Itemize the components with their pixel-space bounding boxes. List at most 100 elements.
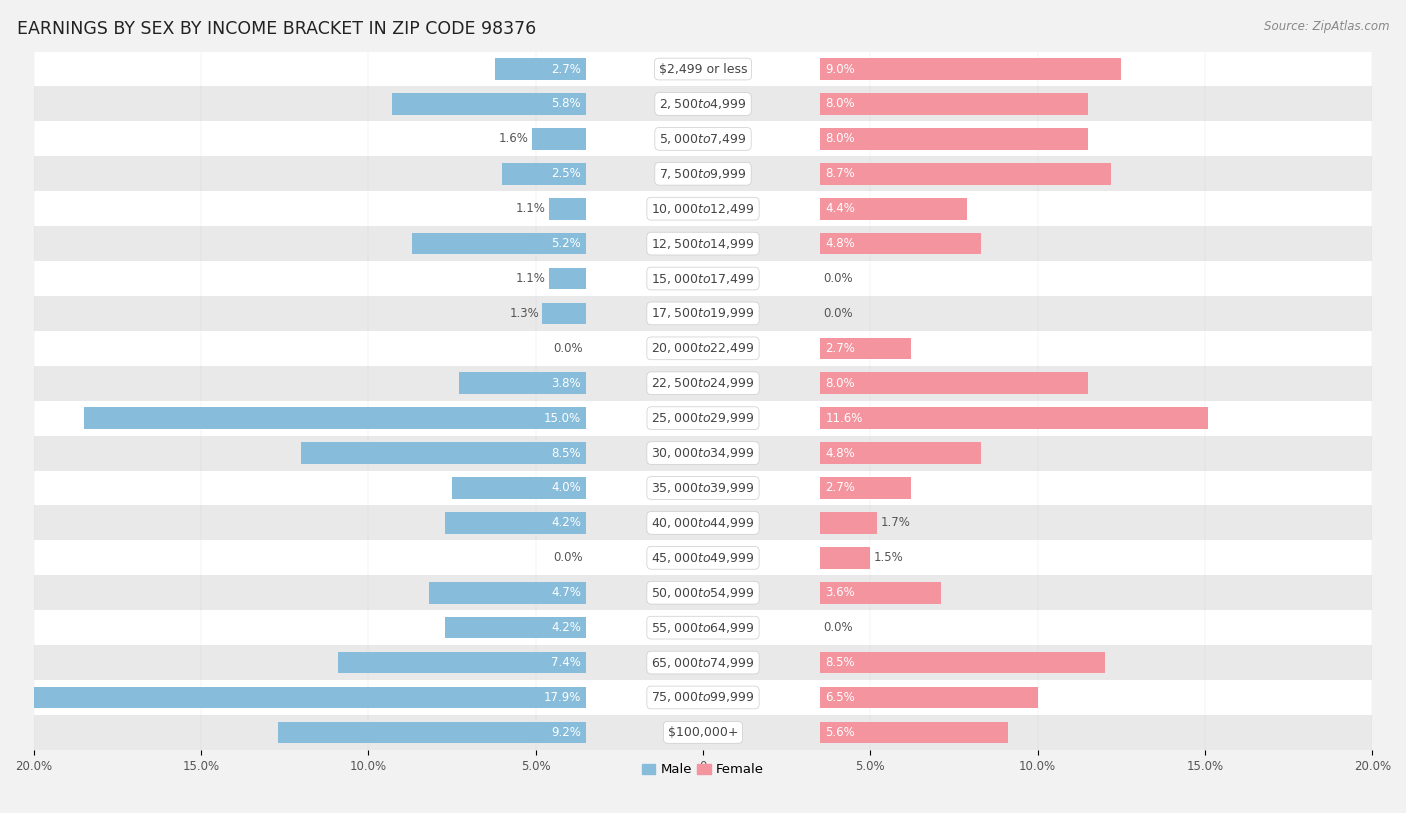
Bar xyxy=(820,372,1088,394)
Text: 4.4%: 4.4% xyxy=(825,202,855,215)
Bar xyxy=(446,617,586,638)
Text: $5,000 to $7,499: $5,000 to $7,499 xyxy=(659,132,747,146)
Bar xyxy=(34,296,1372,331)
Bar xyxy=(820,687,1038,708)
Bar xyxy=(458,372,586,394)
Text: 0.0%: 0.0% xyxy=(553,341,582,354)
Text: $65,000 to $74,999: $65,000 to $74,999 xyxy=(651,655,755,670)
Bar xyxy=(34,51,1372,86)
Text: 3.6%: 3.6% xyxy=(825,586,855,599)
Bar xyxy=(820,407,1208,429)
Bar xyxy=(820,163,1111,185)
Text: 4.0%: 4.0% xyxy=(551,481,581,494)
Bar xyxy=(548,198,586,220)
Legend: Male, Female: Male, Female xyxy=(637,758,769,781)
Bar xyxy=(429,582,586,603)
Text: 1.7%: 1.7% xyxy=(880,516,910,529)
Text: $2,499 or less: $2,499 or less xyxy=(659,63,747,76)
Text: 8.5%: 8.5% xyxy=(825,656,855,669)
Bar xyxy=(34,680,1372,715)
Bar xyxy=(820,198,967,220)
Bar xyxy=(34,86,1372,121)
Text: 4.2%: 4.2% xyxy=(551,621,581,634)
Bar xyxy=(34,541,1372,576)
Bar xyxy=(495,59,586,80)
Bar xyxy=(34,191,1372,226)
Bar xyxy=(820,59,1122,80)
Text: Source: ZipAtlas.com: Source: ZipAtlas.com xyxy=(1264,20,1389,33)
Text: $20,000 to $22,499: $20,000 to $22,499 xyxy=(651,341,755,355)
Text: 1.1%: 1.1% xyxy=(516,272,546,285)
Bar xyxy=(533,128,586,150)
Text: 3.8%: 3.8% xyxy=(551,376,581,389)
Bar xyxy=(820,722,1008,743)
Text: 6.5%: 6.5% xyxy=(825,691,855,704)
Bar xyxy=(339,652,586,673)
Text: 15.0%: 15.0% xyxy=(544,411,581,424)
Text: 7.4%: 7.4% xyxy=(551,656,581,669)
Bar xyxy=(34,156,1372,191)
Text: $45,000 to $49,999: $45,000 to $49,999 xyxy=(651,551,755,565)
Bar xyxy=(84,407,586,429)
Text: $25,000 to $29,999: $25,000 to $29,999 xyxy=(651,411,755,425)
Text: 1.1%: 1.1% xyxy=(516,202,546,215)
Text: 5.6%: 5.6% xyxy=(825,726,855,739)
Bar xyxy=(34,331,1372,366)
Bar xyxy=(820,442,981,464)
Bar xyxy=(278,722,586,743)
Text: $100,000+: $100,000+ xyxy=(668,726,738,739)
Text: $40,000 to $44,999: $40,000 to $44,999 xyxy=(651,516,755,530)
Text: 9.2%: 9.2% xyxy=(551,726,581,739)
Bar xyxy=(820,233,981,254)
Text: 2.7%: 2.7% xyxy=(825,341,855,354)
Text: $7,500 to $9,999: $7,500 to $9,999 xyxy=(659,167,747,180)
Text: $2,500 to $4,999: $2,500 to $4,999 xyxy=(659,97,747,111)
Bar xyxy=(34,645,1372,680)
Text: 8.0%: 8.0% xyxy=(825,133,855,146)
Text: 1.6%: 1.6% xyxy=(499,133,529,146)
Text: 11.6%: 11.6% xyxy=(825,411,862,424)
Text: 8.5%: 8.5% xyxy=(551,446,581,459)
Bar xyxy=(412,233,586,254)
Bar xyxy=(34,436,1372,471)
Bar xyxy=(820,93,1088,115)
Bar xyxy=(820,512,877,533)
Text: $55,000 to $64,999: $55,000 to $64,999 xyxy=(651,620,755,635)
Text: 2.7%: 2.7% xyxy=(551,63,581,76)
Text: 0.0%: 0.0% xyxy=(824,621,853,634)
Text: 5.8%: 5.8% xyxy=(551,98,581,111)
Bar xyxy=(34,471,1372,506)
Bar xyxy=(34,506,1372,541)
Text: $10,000 to $12,499: $10,000 to $12,499 xyxy=(651,202,755,215)
Bar xyxy=(34,611,1372,645)
Bar xyxy=(0,687,586,708)
Bar xyxy=(34,261,1372,296)
Text: $35,000 to $39,999: $35,000 to $39,999 xyxy=(651,481,755,495)
Text: 8.0%: 8.0% xyxy=(825,98,855,111)
Text: 8.7%: 8.7% xyxy=(825,167,855,180)
Bar xyxy=(34,226,1372,261)
Text: 4.7%: 4.7% xyxy=(551,586,581,599)
Text: 0.0%: 0.0% xyxy=(824,272,853,285)
Text: 8.0%: 8.0% xyxy=(825,376,855,389)
Text: 2.5%: 2.5% xyxy=(551,167,581,180)
Text: 17.9%: 17.9% xyxy=(544,691,581,704)
Bar xyxy=(34,121,1372,156)
Text: 1.5%: 1.5% xyxy=(873,551,904,564)
Text: $15,000 to $17,499: $15,000 to $17,499 xyxy=(651,272,755,285)
Text: $75,000 to $99,999: $75,000 to $99,999 xyxy=(651,690,755,705)
Bar xyxy=(451,477,586,499)
Bar xyxy=(820,337,911,359)
Bar xyxy=(820,477,911,499)
Bar xyxy=(34,366,1372,401)
Bar xyxy=(301,442,586,464)
Bar xyxy=(34,715,1372,750)
Text: EARNINGS BY SEX BY INCOME BRACKET IN ZIP CODE 98376: EARNINGS BY SEX BY INCOME BRACKET IN ZIP… xyxy=(17,20,536,38)
Bar xyxy=(820,582,941,603)
Text: 4.8%: 4.8% xyxy=(825,446,855,459)
Bar xyxy=(820,547,870,568)
Text: 0.0%: 0.0% xyxy=(553,551,582,564)
Text: $17,500 to $19,999: $17,500 to $19,999 xyxy=(651,307,755,320)
Bar xyxy=(34,401,1372,436)
Bar xyxy=(543,302,586,324)
